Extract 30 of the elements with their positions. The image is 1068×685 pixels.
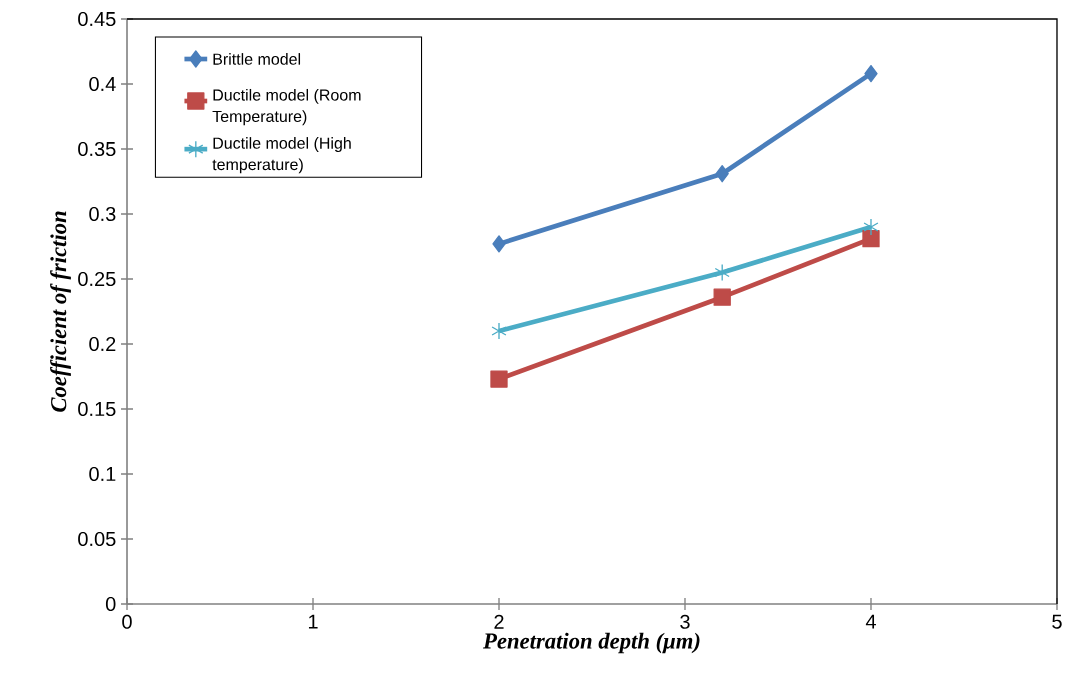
point — [715, 165, 729, 183]
y-tick-label: 0.25 — [78, 271, 116, 287]
x-tick-label: 2 — [494, 614, 504, 629]
y-tick-label: 0.45 — [78, 11, 116, 27]
y-tick-label: 0 — [105, 596, 116, 612]
point — [864, 64, 878, 83]
point — [862, 230, 880, 248]
point — [492, 235, 506, 253]
point — [713, 288, 731, 306]
point — [491, 322, 507, 340]
y-tick-label: 0.1 — [89, 466, 116, 482]
y-tick-label: 0.2 — [89, 336, 116, 352]
point — [490, 370, 508, 388]
y-tick-label: 0.4 — [89, 76, 116, 92]
y-tick-label: 0.15 — [78, 401, 116, 417]
x-tick-label: 1 — [308, 614, 318, 629]
point — [863, 218, 879, 236]
legend-label: Ductile model (High temperature) — [212, 137, 351, 174]
legend-label: Brittle model — [213, 53, 301, 65]
legend-label: Ductile model (Room Temperature) — [212, 88, 361, 126]
x-tick-label: 5 — [1052, 614, 1062, 629]
point — [714, 263, 730, 282]
x-tick-label: 0 — [122, 614, 132, 629]
x-axis-title: Penetration depth (μm) — [483, 632, 700, 654]
y-tick-label: 0.3 — [89, 206, 116, 222]
x-tick-label: 4 — [865, 614, 876, 629]
y-axis-title: Coefficient of friction — [50, 211, 71, 412]
y-tick-label: 0.35 — [78, 141, 116, 157]
y-tick-label: 0.05 — [78, 531, 116, 547]
x-tick-label: 3 — [680, 614, 690, 629]
